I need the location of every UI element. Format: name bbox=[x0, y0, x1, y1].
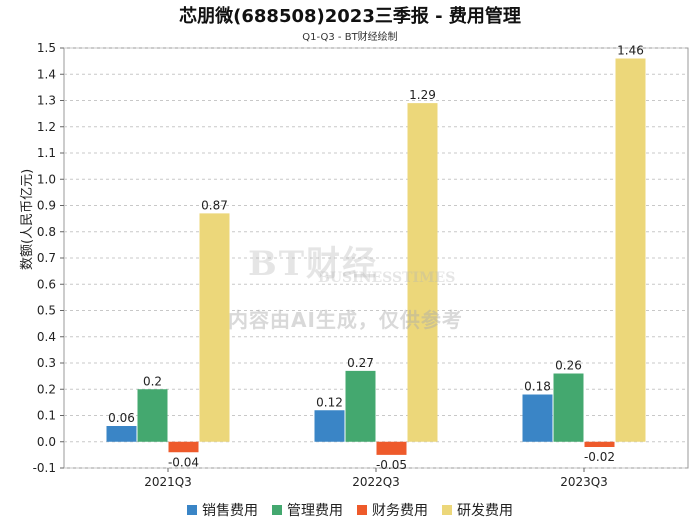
watermark-notice: 内容由AI生成，仅供参考 bbox=[228, 308, 463, 332]
data-label: 0.2 bbox=[143, 374, 162, 388]
x-tick-label: 2023Q3 bbox=[560, 475, 608, 489]
y-tick-label: 0.0 bbox=[37, 435, 56, 449]
legend-swatch bbox=[187, 505, 197, 515]
y-tick-label: 0.2 bbox=[37, 382, 56, 396]
chart-subtitle: Q1-Q3 - BT财经绘制 bbox=[302, 32, 398, 43]
y-tick-label: 1.5 bbox=[37, 41, 56, 55]
y-tick-label: 1.0 bbox=[37, 172, 56, 186]
y-tick-label: 1.4 bbox=[37, 67, 56, 81]
y-tick-label: -0.1 bbox=[33, 461, 56, 475]
y-tick-label: 1.1 bbox=[37, 146, 56, 160]
bar-财务费用-2023Q3 bbox=[584, 441, 615, 447]
data-label: -0.04 bbox=[168, 455, 199, 469]
y-tick-label: 0.4 bbox=[37, 330, 56, 344]
bar-财务费用-2022Q3 bbox=[376, 441, 407, 455]
bar-管理费用-2023Q3 bbox=[553, 373, 584, 442]
legend-label: 财务费用 bbox=[372, 503, 428, 519]
bar-研发费用-2021Q3 bbox=[199, 213, 230, 442]
legend-item: 研发费用 bbox=[442, 500, 513, 520]
x-tick-label: 2022Q3 bbox=[352, 475, 400, 489]
y-tick-label: 1.2 bbox=[37, 120, 56, 134]
legend-swatch bbox=[442, 505, 452, 515]
data-label: 0.87 bbox=[201, 198, 228, 212]
legend-label: 研发费用 bbox=[457, 503, 513, 519]
legend-item: 财务费用 bbox=[357, 500, 428, 520]
legend-label: 销售费用 bbox=[202, 503, 258, 519]
y-tick-label: 0.7 bbox=[37, 251, 56, 265]
bar-财务费用-2021Q3 bbox=[168, 441, 199, 453]
y-tick-label: 0.9 bbox=[37, 199, 56, 213]
legend: 销售费用 管理费用 财务费用 研发费用 bbox=[0, 500, 700, 520]
data-label: 0.26 bbox=[555, 359, 582, 373]
y-tick-label: 0.8 bbox=[37, 225, 56, 239]
y-tick-label: 0.5 bbox=[37, 304, 56, 318]
bar-研发费用-2023Q3 bbox=[615, 58, 646, 442]
bar-管理费用-2021Q3 bbox=[137, 389, 168, 442]
bar-销售费用-2021Q3 bbox=[106, 426, 137, 442]
bar-管理费用-2022Q3 bbox=[345, 370, 376, 442]
data-label: 0.06 bbox=[108, 411, 135, 425]
data-label: -0.05 bbox=[376, 458, 407, 472]
x-tick-label: 2021Q3 bbox=[144, 475, 192, 489]
y-tick-label: 0.6 bbox=[37, 277, 56, 291]
legend-swatch bbox=[272, 505, 282, 515]
data-label: 0.27 bbox=[347, 356, 374, 370]
watermark-brand: BT财经 bbox=[248, 244, 379, 284]
watermark-brand-en: BUSINESSTIMES bbox=[318, 270, 456, 286]
y-tick-label: 1.3 bbox=[37, 94, 56, 108]
legend-swatch bbox=[357, 505, 367, 515]
bar-销售费用-2022Q3 bbox=[314, 410, 345, 442]
data-label: 0.18 bbox=[524, 380, 551, 394]
data-label: 1.46 bbox=[617, 44, 644, 58]
legend-label: 管理费用 bbox=[287, 503, 343, 519]
bar-销售费用-2023Q3 bbox=[522, 394, 553, 442]
data-label: 1.29 bbox=[409, 88, 436, 102]
legend-item: 销售费用 bbox=[187, 500, 258, 520]
y-tick-label: 0.1 bbox=[37, 409, 56, 423]
chart-title: 芯朋微(688508)2023三季报 - 费用管理 bbox=[179, 6, 521, 27]
y-tick-label: 0.3 bbox=[37, 356, 56, 370]
bar-研发费用-2022Q3 bbox=[407, 103, 438, 442]
legend-item: 管理费用 bbox=[272, 500, 343, 520]
data-label: 0.12 bbox=[316, 395, 343, 409]
data-label: -0.02 bbox=[584, 450, 615, 464]
